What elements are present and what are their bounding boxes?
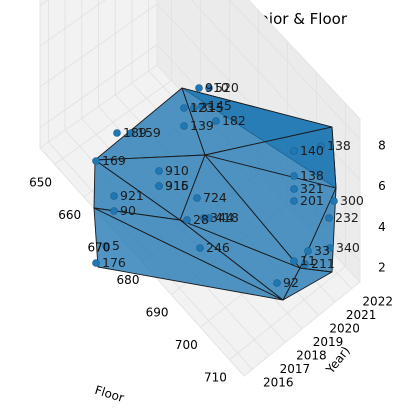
data-point <box>190 104 198 112</box>
z-tick-label: 8 <box>378 138 386 152</box>
y-tick-label: 2017 <box>280 362 311 376</box>
data-point <box>290 257 298 265</box>
data-point <box>110 207 118 215</box>
data-point-label: 90 <box>120 203 136 218</box>
x-axis-label: Floor <box>93 383 126 405</box>
data-point-label: 28 <box>193 212 209 227</box>
grid-line <box>39 3 158 88</box>
data-point <box>180 104 188 112</box>
data-point-label: 915 <box>165 178 189 193</box>
x-tick-label: 690 <box>146 306 169 320</box>
data-point <box>273 279 281 287</box>
data-point-label: 232 <box>335 210 359 225</box>
data-point <box>290 172 298 180</box>
y-tick-label: 2021 <box>346 308 377 322</box>
data-point <box>183 216 191 224</box>
grid-line <box>39 44 158 128</box>
data-point <box>304 247 312 255</box>
hull-facet <box>94 154 206 221</box>
x-tick-label: 670 <box>87 240 110 254</box>
data-point <box>92 259 100 267</box>
data-point <box>102 242 110 250</box>
y-tick-label: 2020 <box>329 322 360 336</box>
data-point <box>301 260 309 268</box>
data-point-label: 246 <box>206 240 230 255</box>
data-point-label: 340 <box>336 240 360 255</box>
data-point <box>92 157 100 165</box>
data-point-label: 182 <box>222 113 246 128</box>
x-tick-label: 710 <box>204 371 227 385</box>
y-tick-label: 2018 <box>296 348 327 362</box>
data-point-label: 315 <box>200 100 224 115</box>
data-point <box>290 185 298 193</box>
data-point <box>113 129 121 137</box>
data-point-label: 916 <box>165 178 189 193</box>
data-point-label: 921 <box>120 188 144 203</box>
data-point <box>290 197 298 205</box>
z-tick-label: 6 <box>378 179 386 193</box>
data-point-label: 11 <box>300 253 316 268</box>
x-tick-label: 660 <box>58 208 81 222</box>
data-point-label: 321 <box>300 181 324 196</box>
data-point-label: 520 <box>215 80 239 95</box>
data-point <box>205 214 213 222</box>
data-point <box>212 117 220 125</box>
data-point-label: 92 <box>283 275 299 290</box>
grid-line <box>229 0 361 140</box>
data-point-label: 169 <box>102 153 126 168</box>
data-point <box>155 182 163 190</box>
y-tick-label: 2022 <box>362 295 393 309</box>
data-point-label: 176 <box>102 255 126 270</box>
data-point-label: 910 <box>165 163 189 178</box>
data-point <box>193 194 201 202</box>
hull-surface <box>93 87 337 301</box>
data-point-label: 138 <box>327 138 351 153</box>
data-point <box>317 142 325 150</box>
hull-facet <box>204 126 337 189</box>
data-point-label: 159 <box>137 125 161 140</box>
data-point-label: 5 <box>112 238 120 253</box>
data-point-label: 189 <box>123 125 147 140</box>
data-point-label: 344 <box>210 210 234 225</box>
data-point <box>325 214 333 222</box>
data-point <box>198 102 206 110</box>
data-point <box>127 129 135 137</box>
data-point-label: 33 <box>314 243 330 258</box>
data-point <box>290 147 298 155</box>
data-point <box>196 244 204 252</box>
data-point <box>155 167 163 175</box>
data-point-label: 724 <box>203 190 227 205</box>
data-point-label: 300 <box>340 193 364 208</box>
x-tick-label: 680 <box>117 273 140 287</box>
data-point-label: 418 <box>215 210 239 225</box>
data-points <box>92 84 338 287</box>
x-tick-label: 700 <box>175 338 198 352</box>
z-tick-label: 4 <box>378 220 386 234</box>
y-tick-label: 2019 <box>313 335 344 349</box>
x-tick-label: 650 <box>29 175 52 189</box>
data-point-label: 138 <box>300 168 324 183</box>
data-point <box>195 84 203 92</box>
point-labels: 9105201233151891591691399109169157249219… <box>102 80 364 290</box>
data-point <box>330 197 338 205</box>
data-point <box>205 84 213 92</box>
data-point-label: 145 <box>208 98 232 113</box>
data-point-label: 201 <box>300 193 324 208</box>
data-point <box>180 122 188 130</box>
data-point-label: 211 <box>311 256 335 271</box>
data-point-label: 123 <box>190 100 214 115</box>
data-point-label: 910 <box>205 80 229 95</box>
grid-line <box>39 0 106 47</box>
y-tick-label: 2016 <box>263 375 294 389</box>
data-point-label: 139 <box>190 118 214 133</box>
z-tick-label: 2 <box>378 261 386 275</box>
data-point <box>110 192 118 200</box>
data-point <box>326 244 334 252</box>
data-point-label: 140 <box>300 143 324 158</box>
